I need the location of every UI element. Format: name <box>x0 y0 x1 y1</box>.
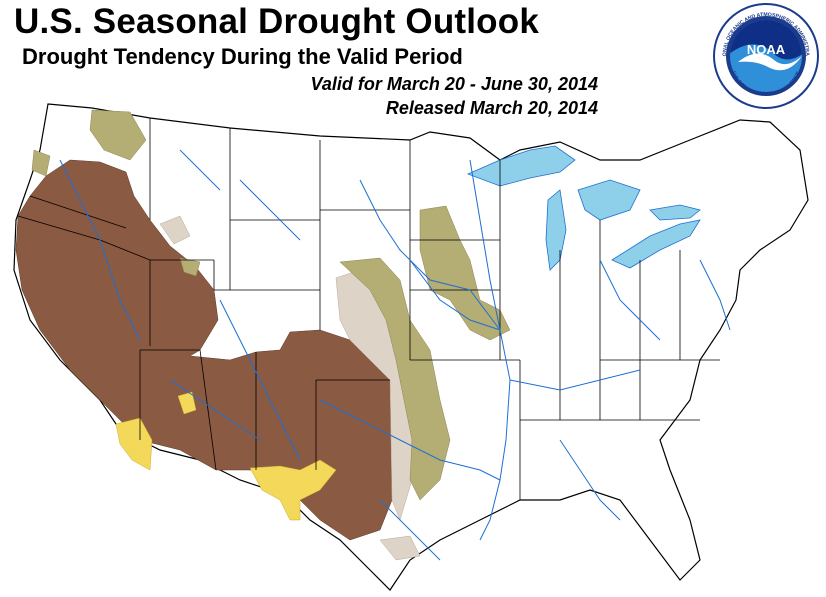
drought-removal-area <box>31 109 511 501</box>
state-borders <box>17 118 720 500</box>
page-title: U.S. Seasonal Drought Outlook <box>14 2 540 41</box>
rivers <box>59 149 731 561</box>
release-date-text: Released March 20, 2014 <box>385 98 598 118</box>
noaa-logo-text: NOAA <box>747 42 786 57</box>
valid-period-text: Valid for March 20 - June 30, 2014 <box>310 74 598 94</box>
page-subtitle: Drought Tendency During the Valid Period <box>22 44 463 69</box>
noaa-logo: NOAA NATIONAL OCEANIC AND ATMOSPHERIC AD… <box>712 2 819 109</box>
